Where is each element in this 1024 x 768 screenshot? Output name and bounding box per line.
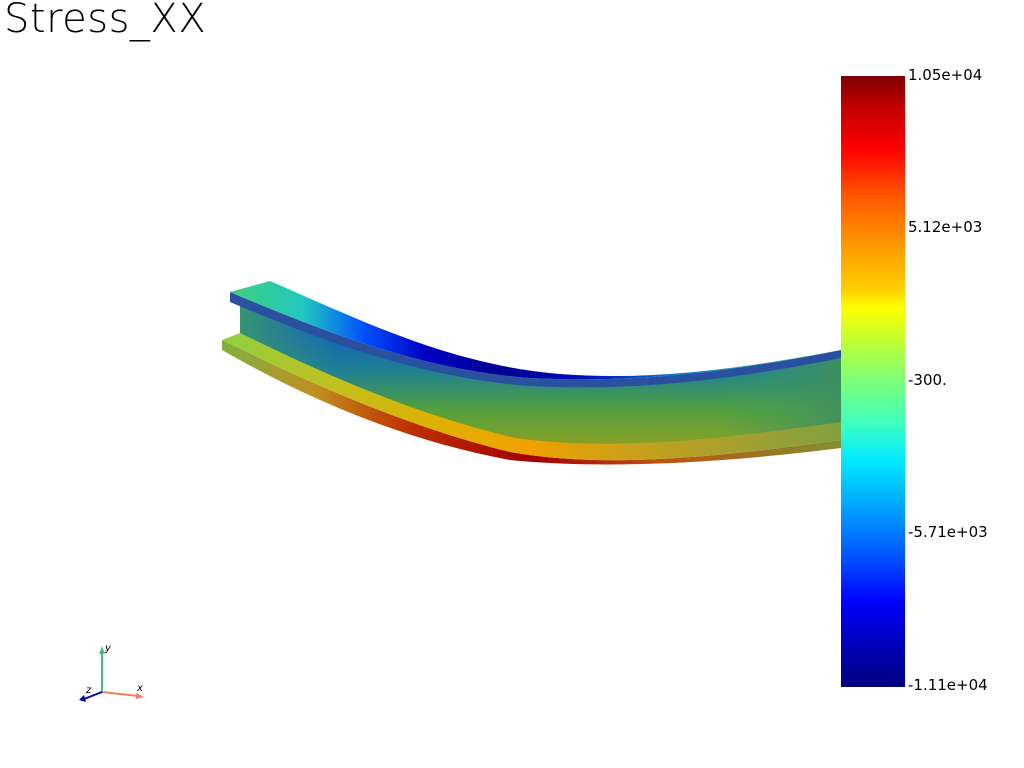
colorbar-label-low: -5.71e+03 [908,523,988,541]
plot-title: Stress_XX [4,0,207,42]
z-axis-label: z [85,685,92,696]
lower-flange-top [222,333,841,461]
y-axis-arrow-icon [99,646,105,654]
lower-flange-edge [222,340,841,465]
colorbar-scale [841,76,905,687]
orientation-axes-widget: y x z [79,643,144,702]
z-axis-arrow-icon [79,695,86,702]
colorbar-label-high: 5.12e+03 [908,218,983,236]
colorbar-label-min: -1.11e+04 [908,676,988,694]
x-axis-label: x [136,683,143,694]
y-axis-label: y [104,643,112,654]
upper-flange-side [230,292,841,388]
colorbar-label-mid: -300. [908,371,947,389]
upper-flange-top [230,281,841,380]
colorbar-label-max: 1.05e+04 [908,66,983,84]
x-axis-arrow-icon [136,693,144,699]
